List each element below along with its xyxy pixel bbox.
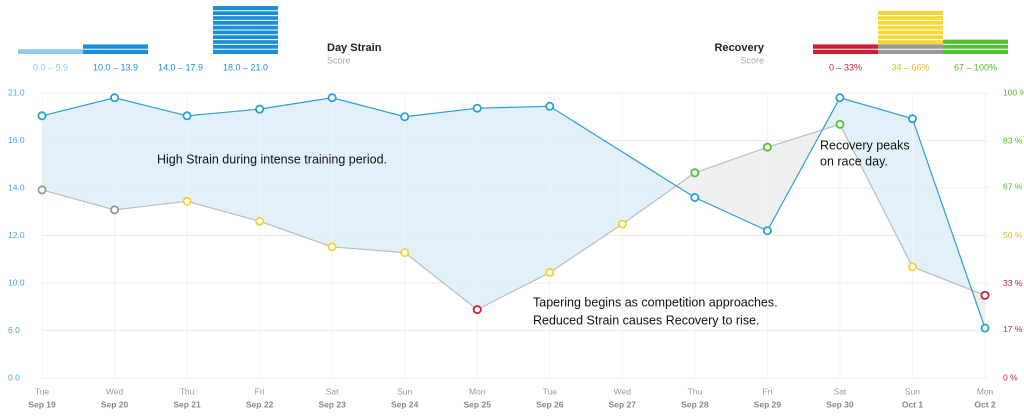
annotation: on race day.: [820, 154, 888, 168]
data-point: [182, 196, 192, 206]
strain-subtitle: Score: [327, 55, 351, 65]
x-tick-day: Wed: [106, 386, 124, 396]
data-point: [907, 262, 917, 272]
data-point: [37, 185, 47, 195]
x-tick-day: Mon: [469, 386, 486, 396]
bin-label: 14.0 – 17.9: [158, 62, 203, 72]
y2-tick-label: 0 %: [1003, 372, 1018, 382]
bar-segment: [943, 39, 1008, 54]
data-point: [400, 112, 410, 122]
data-point: [400, 248, 410, 258]
data-point: [690, 192, 700, 202]
x-tick-date: Sep 24: [391, 399, 419, 409]
bin-label: 10.0 – 13.9: [93, 62, 138, 72]
data-point: [980, 323, 990, 333]
x-tick-day: Fri: [762, 386, 772, 396]
x-tick-date: Sep 20: [101, 399, 129, 409]
y-tick-label: 10.0: [8, 277, 25, 287]
data-point: [182, 111, 192, 121]
recovery-subtitle: Score: [740, 55, 764, 65]
data-point: [110, 205, 120, 215]
data-point: [110, 93, 120, 103]
y-tick-label: 0.0: [8, 372, 20, 382]
y2-tick-label: 100 %: [1003, 87, 1024, 97]
x-tick-date: Sep 21: [173, 399, 201, 409]
bin-label: 0.0 – 9.9: [33, 62, 68, 72]
x-tick-date: Sep 23: [318, 399, 346, 409]
recovery-title: Recovery: [714, 42, 764, 54]
y-tick-label: 6.0: [8, 325, 20, 335]
data-point: [835, 93, 845, 103]
y2-tick-label: 33 %: [1003, 278, 1023, 288]
y-tick-label: 12.0: [8, 230, 25, 240]
bin-label: 34 – 66%: [891, 62, 929, 72]
x-tick-date: Sep 28: [681, 399, 709, 409]
x-tick-date: Sep 27: [609, 399, 637, 409]
annotation: Recovery peaks: [820, 138, 910, 152]
x-tick-day: Sun: [397, 386, 412, 396]
x-tick-day: Tue: [35, 386, 50, 396]
data-point: [255, 104, 265, 114]
series-line: [41, 123, 986, 311]
y-tick-label: 14.0: [8, 182, 25, 192]
data-point: [690, 168, 700, 178]
x-tick-date: Oct 2: [974, 399, 996, 409]
x-tick-date: Sep 26: [536, 399, 564, 409]
y2-tick-label: 83 %: [1003, 136, 1023, 146]
data-point: [907, 114, 917, 124]
x-tick-day: Thu: [180, 386, 195, 396]
x-tick-day: Wed: [614, 386, 632, 396]
data-point: [255, 216, 265, 226]
bar-segment: [878, 10, 943, 45]
x-tick-date: Sep 19: [28, 399, 56, 409]
strain-title: Day Strain: [327, 42, 382, 54]
x-tick-day: Sat: [326, 386, 339, 396]
annotation: Reduced Strain causes Recovery to rise.: [533, 313, 760, 327]
x-tick-day: Thu: [688, 386, 703, 396]
data-point: [762, 142, 772, 152]
x-tick-day: Tue: [543, 386, 558, 396]
annotation: Tapering begins as competition approache…: [533, 295, 778, 309]
y-tick-label: 16.0: [8, 135, 25, 145]
data-point: [327, 93, 337, 103]
data-point: [472, 103, 482, 113]
x-tick-date: Oct 1: [902, 399, 924, 409]
data-point: [472, 305, 482, 315]
bin-label: 67 – 100%: [954, 62, 997, 72]
x-tick-date: Sep 29: [754, 399, 782, 409]
x-tick-date: Sep 30: [826, 399, 854, 409]
y-tick-label: 21.0: [8, 87, 25, 97]
y2-tick-label: 67 %: [1003, 181, 1023, 191]
x-tick-day: Fri: [255, 386, 265, 396]
x-tick-day: Sun: [905, 386, 920, 396]
y2-tick-label: 50 %: [1003, 230, 1023, 240]
bin-label: 18.0 – 21.0: [223, 62, 268, 72]
x-tick-day: Mon: [977, 386, 994, 396]
data-point: [327, 242, 337, 252]
x-tick-day: Sat: [834, 386, 847, 396]
data-point: [835, 119, 845, 129]
bin-label: 0 – 33%: [829, 62, 862, 72]
annotation: High Strain during intense training peri…: [157, 152, 387, 166]
data-point: [980, 290, 990, 300]
data-point: [762, 226, 772, 236]
x-tick-date: Sep 22: [246, 399, 274, 409]
data-point: [617, 219, 627, 229]
x-tick-date: Sep 25: [464, 399, 492, 409]
y2-tick-label: 17 %: [1003, 324, 1023, 334]
data-point: [545, 101, 555, 111]
data-point: [37, 111, 47, 121]
data-point: [545, 268, 555, 278]
bar: [18, 49, 83, 54]
